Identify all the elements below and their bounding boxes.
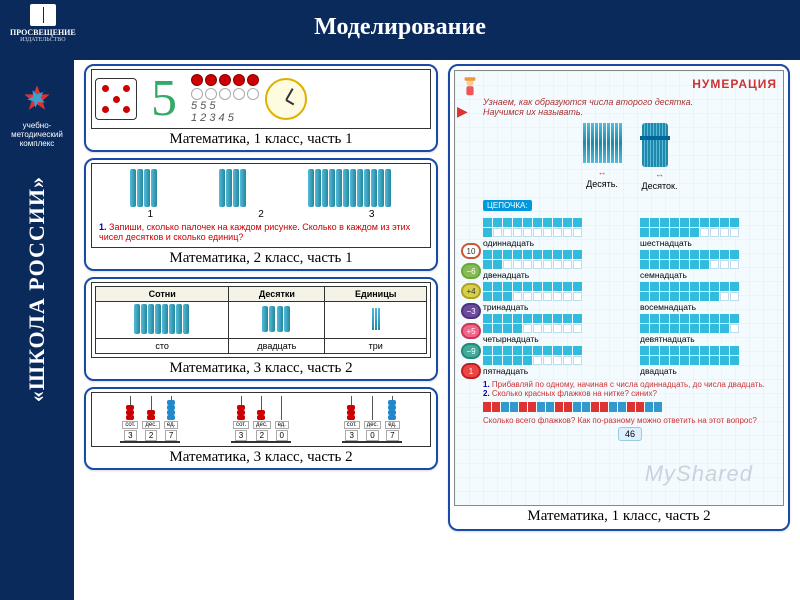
ten-label: Десять. [583,179,622,189]
dice-icon [95,78,137,120]
publisher-sub: ИЗДАТЕЛЬСТВО [10,37,76,43]
task-text: 1. Запиши, сколько палочек на каждом рис… [95,220,427,244]
bundle-label: Десяток. [642,181,678,191]
publisher-name: ПРОСВЕЩЕНИЕ [10,28,76,37]
ten-illustration: ↔ Десять. ↔ Десяток. [483,123,777,191]
chain-label: ЦЕПОЧКА: [483,200,532,211]
publisher-logo: ПРОСВЕЩЕНИЕ ИЗДАТЕЛЬСТВО [10,4,76,43]
page-header: НУМЕРАЦИЯ [483,77,777,91]
card-math-3-2a: СотниДесяткиЕдиницы стодвадцатьтри Матем… [84,277,438,381]
card-caption: Математика, 1 класс, часть 2 [454,508,784,525]
numwords-grid: одиннадцатьшестнадцатьдвенадцатьсемнадца… [483,218,777,376]
watermark: MyShared [645,461,753,487]
handwriting-top: 5 5 5 [191,100,259,112]
place-value-table: СотниДесяткиЕдиницы стодвадцатьтри [95,286,427,354]
flags-row [483,402,777,412]
left-column: 5 5 5 5 1 2 3 4 5 Математика, 1 класс, ч… [84,64,438,476]
card-caption: Математика, 3 класс, часть 2 [91,360,431,377]
card-math-1-1: 5 5 5 5 1 2 3 4 5 Математика, 1 класс, ч… [84,64,438,152]
intro-text: Узнаем, как образуются числа второго дес… [483,97,777,117]
chain-column: 10−6+4−3+5−91 [461,243,481,379]
sidebar-small-text: учебно- методический комплекс [11,122,63,148]
sidebar-vertical-title: «ШКОЛА РОССИИ» [24,176,50,402]
bundle-numbers: 123 [95,209,427,220]
sidebar: учебно- методический комплекс «ШКОЛА РОС… [0,60,74,600]
textbook-page: НУМЕРАЦИЯ ▶ Узнаем, как образуются числа… [454,70,784,506]
question-3: Сколько всего флажков? Как по-разному мо… [483,416,777,425]
questions: 1. Прибавляй по одному, начиная с числа … [483,380,777,398]
card-caption: Математика, 1 класс, часть 1 [91,131,431,148]
card-math-2-1: 123 1. Запиши, сколько палочек на каждом… [84,158,438,271]
content-area: 5 5 5 5 1 2 3 4 5 Математика, 1 класс, ч… [74,60,800,600]
right-column: НУМЕРАЦИЯ ▶ Узнаем, как образуются числа… [448,64,790,537]
bundles-row [95,167,427,209]
page-number: 46 [483,429,777,439]
card-caption: Математика, 2 класс, часть 1 [91,250,431,267]
star-icon [19,80,55,116]
card-math-1-2: НУМЕРАЦИЯ ▶ Узнаем, как образуются числа… [448,64,790,531]
page-title: Моделирование [314,14,486,41]
card-math-3-2b: сот.3дес.2ед.7сот.3дес.2ед.0сот.3дес.0ед… [84,387,438,470]
dots-and-text: 5 5 5 1 2 3 4 5 [191,74,259,124]
abacus-row: сот.3дес.2ед.7сот.3дес.2ед.0сот.3дес.0ед… [95,396,427,443]
clock-icon [265,78,307,120]
card-caption: Математика, 3 класс, часть 2 [91,449,431,466]
kid-icon [461,77,479,99]
dots-grid [191,74,259,100]
big-digit: 5 [143,73,185,125]
handwriting-bottom: 1 2 3 4 5 [191,112,259,124]
